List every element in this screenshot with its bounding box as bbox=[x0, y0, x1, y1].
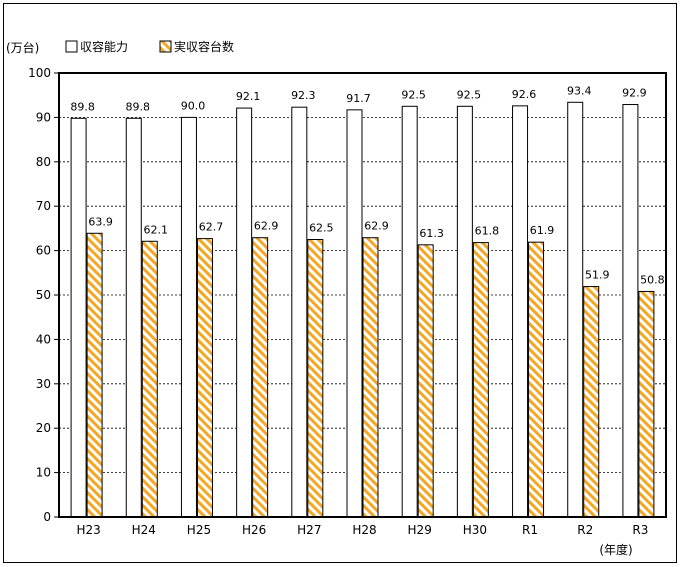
x-tick-label: R2 bbox=[577, 523, 593, 537]
x-tick-label: H29 bbox=[408, 523, 432, 537]
bar-capacity bbox=[180, 116, 197, 518]
bar-capacity bbox=[567, 101, 584, 518]
gridlines bbox=[59, 117, 666, 474]
value-labels: 89.8 63.9 89.8 62.1 90.0 62.7 92.1 62.9 92.3 62.5… bbox=[70, 84, 664, 286]
value-label-actual: 51.9 bbox=[585, 269, 610, 282]
y-tick-label: 100 bbox=[28, 66, 51, 80]
y-tick-label: 40 bbox=[36, 332, 51, 346]
y-tick-label: 0 bbox=[43, 510, 51, 524]
legend-label-capacity: 収容能力 bbox=[80, 39, 128, 54]
bar-actual bbox=[196, 238, 213, 518]
x-tick-label: R3 bbox=[632, 523, 648, 537]
bar-actual bbox=[472, 242, 489, 518]
x-tick-label: H23 bbox=[76, 523, 100, 537]
bar-capacity bbox=[401, 105, 418, 518]
value-label-actual: 63.9 bbox=[88, 215, 113, 228]
y-tick-label: 70 bbox=[36, 199, 51, 213]
value-label-capacity: 92.9 bbox=[622, 87, 647, 100]
x-tick-label: H24 bbox=[132, 523, 156, 537]
chart-frame bbox=[3, 3, 677, 563]
legend-label-actual: 実収容台数 bbox=[174, 39, 234, 54]
bar-actual bbox=[417, 244, 434, 518]
x-axis: H23 H24 H25 H26 H27 H28 H29 H30 R1 R2 R3 bbox=[76, 523, 648, 537]
y-unit-label: (万台) bbox=[6, 40, 39, 55]
bar-actual bbox=[362, 237, 379, 518]
bar-actual bbox=[583, 286, 600, 518]
x-tick-label: H30 bbox=[463, 523, 487, 537]
y-axis: 0 10 20 30 40 50 60 70 80 90 100 bbox=[28, 66, 59, 524]
x-tick-label: H28 bbox=[352, 523, 376, 537]
value-label-actual: 61.8 bbox=[475, 225, 500, 238]
value-label-actual: 62.9 bbox=[254, 220, 279, 233]
value-label-actual: 50.8 bbox=[640, 273, 665, 286]
value-label-capacity: 90.0 bbox=[181, 99, 206, 112]
bar-capacity bbox=[622, 104, 639, 518]
value-label-actual: 62.1 bbox=[144, 223, 169, 236]
bar-capacity bbox=[236, 107, 253, 518]
y-tick-label: 30 bbox=[36, 377, 51, 391]
x-tick-label: R1 bbox=[522, 523, 538, 537]
bar-capacity bbox=[512, 105, 529, 518]
x-tick-label: H25 bbox=[187, 523, 211, 537]
value-label-capacity: 89.8 bbox=[70, 100, 95, 113]
bar-capacity bbox=[125, 117, 142, 518]
y-tick-label: 50 bbox=[36, 288, 51, 302]
bar-capacity bbox=[291, 106, 308, 518]
value-label-capacity: 93.4 bbox=[567, 84, 592, 97]
x-tick-label: H27 bbox=[297, 523, 321, 537]
value-label-capacity: 89.8 bbox=[126, 100, 151, 113]
x-unit-label: (年度) bbox=[599, 542, 632, 557]
y-tick-label: 20 bbox=[36, 421, 51, 435]
bars bbox=[70, 101, 655, 518]
legend-swatch-capacity bbox=[65, 40, 78, 53]
bar-actual bbox=[528, 241, 545, 518]
value-label-capacity: 92.6 bbox=[512, 88, 537, 101]
x-tick-label: H26 bbox=[242, 523, 266, 537]
bar-actual bbox=[252, 237, 269, 518]
legend-swatch-actual bbox=[159, 40, 172, 53]
value-label-actual: 62.9 bbox=[364, 220, 389, 233]
bar-actual bbox=[307, 239, 324, 518]
legend: 収容能力 実収容台数 bbox=[65, 39, 234, 54]
y-tick-label: 80 bbox=[36, 155, 51, 169]
value-label-capacity: 92.3 bbox=[291, 89, 316, 102]
bar-capacity bbox=[346, 109, 363, 518]
y-tick-label: 90 bbox=[36, 110, 51, 124]
value-label-capacity: 92.5 bbox=[401, 88, 426, 101]
y-tick-label: 10 bbox=[36, 466, 51, 480]
bar-actual bbox=[86, 232, 103, 518]
bar-actual bbox=[141, 240, 158, 518]
value-label-actual: 61.3 bbox=[419, 227, 444, 240]
value-label-actual: 62.7 bbox=[199, 221, 224, 234]
value-label-capacity: 91.7 bbox=[346, 92, 371, 105]
bar-capacity bbox=[70, 117, 87, 518]
value-label-actual: 62.5 bbox=[309, 222, 334, 235]
value-label-actual: 61.9 bbox=[530, 224, 555, 237]
value-label-capacity: 92.5 bbox=[457, 88, 482, 101]
bar-capacity bbox=[456, 105, 473, 518]
value-label-capacity: 92.1 bbox=[236, 90, 261, 103]
bar-actual bbox=[638, 290, 655, 518]
y-tick-label: 60 bbox=[36, 244, 51, 258]
